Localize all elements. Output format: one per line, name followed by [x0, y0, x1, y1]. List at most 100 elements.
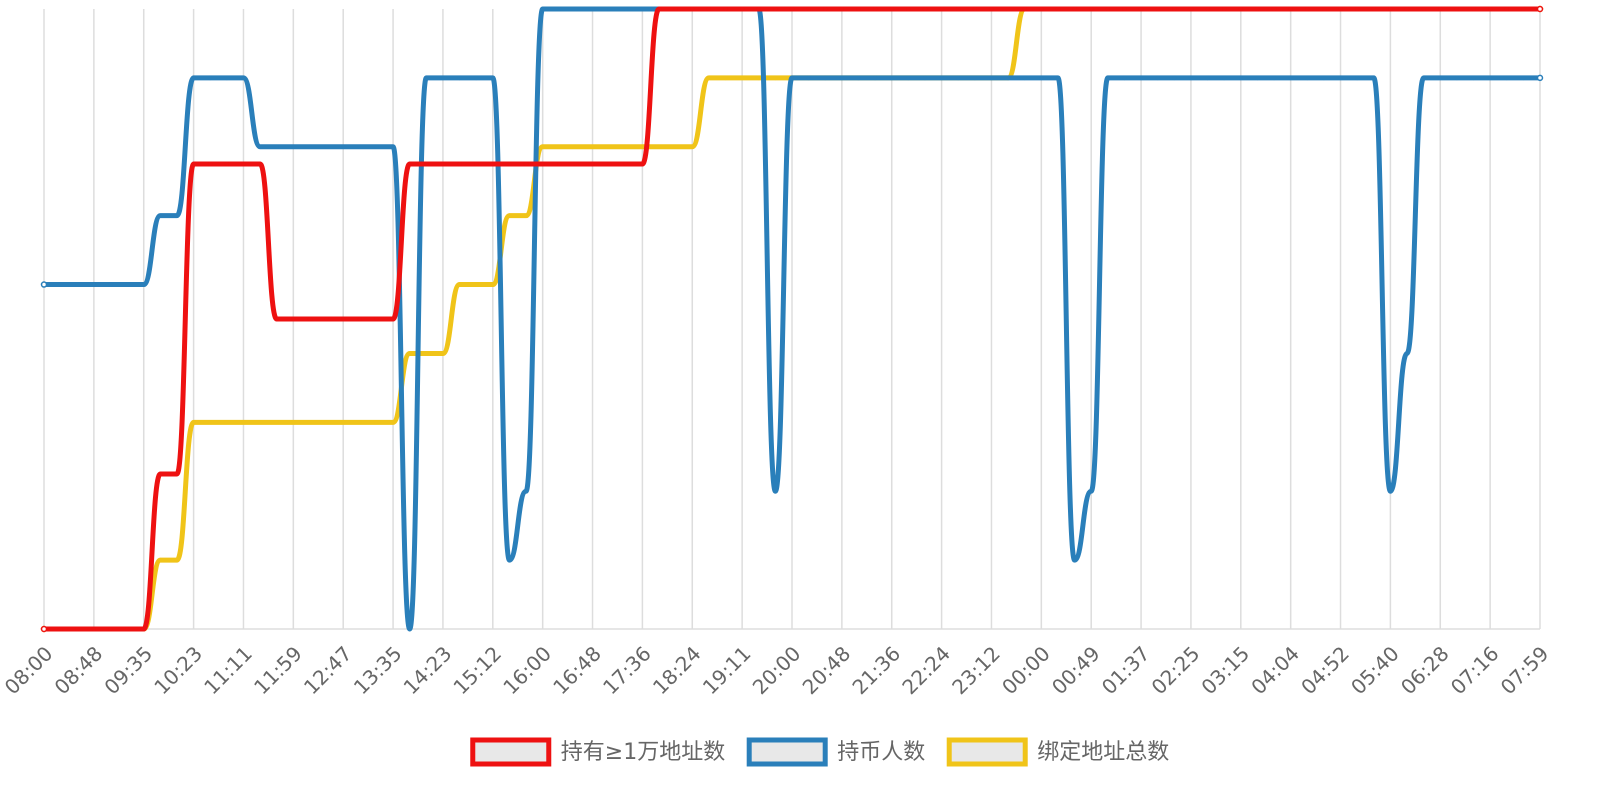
legend-label: 持币人数 [837, 740, 925, 765]
data-point [324, 420, 329, 425]
data-point [257, 144, 263, 149]
data-point [906, 75, 911, 81]
data-point [141, 282, 146, 287]
data-point [224, 161, 230, 167]
data-point [1487, 6, 1493, 12]
data-point [1321, 75, 1327, 81]
data-point [158, 213, 163, 218]
data-point [872, 6, 878, 12]
x-tick-label: 20:00 [748, 641, 806, 699]
data-point [407, 626, 412, 632]
data-point [91, 282, 97, 287]
data-point [374, 420, 379, 425]
data-point [291, 420, 296, 425]
data-point [806, 75, 811, 81]
data-point [640, 144, 645, 149]
x-tick-label: 10:23 [149, 641, 207, 699]
data-point [540, 144, 545, 149]
data-point [457, 161, 462, 167]
data-point [1454, 75, 1460, 81]
data-point [972, 75, 978, 81]
data-point [1536, 5, 1544, 13]
data-point [1138, 6, 1144, 12]
data-point [640, 161, 645, 167]
data-point [58, 626, 63, 632]
data-point [1155, 6, 1160, 12]
data-point [341, 420, 346, 425]
data-point [1055, 75, 1061, 81]
legend-item: 持有≥1万地址数 [470, 737, 725, 767]
x-tick-label: 23:12 [947, 641, 1005, 699]
data-point [1122, 6, 1127, 12]
data-point [208, 75, 213, 81]
data-point [473, 75, 479, 81]
x-tick-label: 15:12 [448, 641, 506, 699]
x-tick-label: 11:59 [249, 641, 307, 699]
data-point [1504, 75, 1509, 81]
data-point [590, 161, 595, 167]
x-tick-label: 14:23 [399, 641, 457, 699]
x-tick-label: 19:11 [698, 641, 756, 699]
data-point [490, 161, 495, 167]
data-point [108, 626, 113, 632]
data-point [108, 282, 113, 287]
data-point [1122, 75, 1127, 81]
legend-swatch [946, 737, 1028, 767]
data-point [1039, 6, 1044, 12]
data-point [606, 144, 612, 149]
data-point [1005, 6, 1011, 12]
data-point [341, 316, 346, 322]
data-point [1172, 6, 1177, 12]
data-point [357, 316, 363, 322]
data-point [1404, 351, 1410, 356]
x-tick-label: 01:37 [1097, 641, 1155, 699]
data-point [1238, 75, 1244, 81]
data-point [457, 282, 462, 287]
x-tick-label: 11:11 [199, 641, 257, 699]
data-point [274, 144, 279, 149]
data-point [341, 144, 346, 149]
data-point [872, 75, 878, 81]
data-point [307, 316, 313, 322]
x-tick-label: 12:47 [299, 641, 357, 699]
data-point [1155, 75, 1160, 81]
data-point [1354, 6, 1360, 12]
x-tick-label: 18:24 [648, 641, 706, 699]
data-point [440, 161, 446, 167]
data-point [1188, 75, 1194, 81]
data-point [1221, 6, 1227, 12]
data-point [1105, 6, 1111, 12]
data-point [40, 625, 48, 633]
data-point [1238, 6, 1244, 12]
data-point [1371, 6, 1376, 12]
data-point [390, 316, 396, 322]
data-point [1421, 6, 1426, 12]
data-point [573, 144, 579, 149]
data-point [1072, 557, 1077, 563]
data-point [773, 75, 778, 81]
x-tick-label: 00:49 [1047, 641, 1105, 699]
data-point [1521, 6, 1526, 12]
data-point [523, 161, 529, 167]
data-point [1221, 75, 1227, 81]
data-point [1172, 75, 1177, 81]
x-tick-label: 06:28 [1396, 641, 1454, 699]
data-point [640, 6, 645, 12]
data-point [407, 351, 412, 356]
data-point [124, 626, 130, 632]
data-point [1055, 6, 1061, 12]
data-point [523, 489, 529, 494]
data-point [606, 161, 612, 167]
data-point [1089, 6, 1094, 12]
data-point [590, 6, 595, 12]
data-point [956, 75, 961, 81]
data-point [1504, 6, 1509, 12]
data-point [806, 6, 811, 12]
data-point [789, 6, 795, 12]
data-point [673, 144, 678, 149]
data-point [889, 6, 894, 12]
data-point [174, 557, 180, 563]
data-point [324, 316, 329, 322]
data-point [424, 75, 429, 81]
data-point [989, 75, 994, 81]
